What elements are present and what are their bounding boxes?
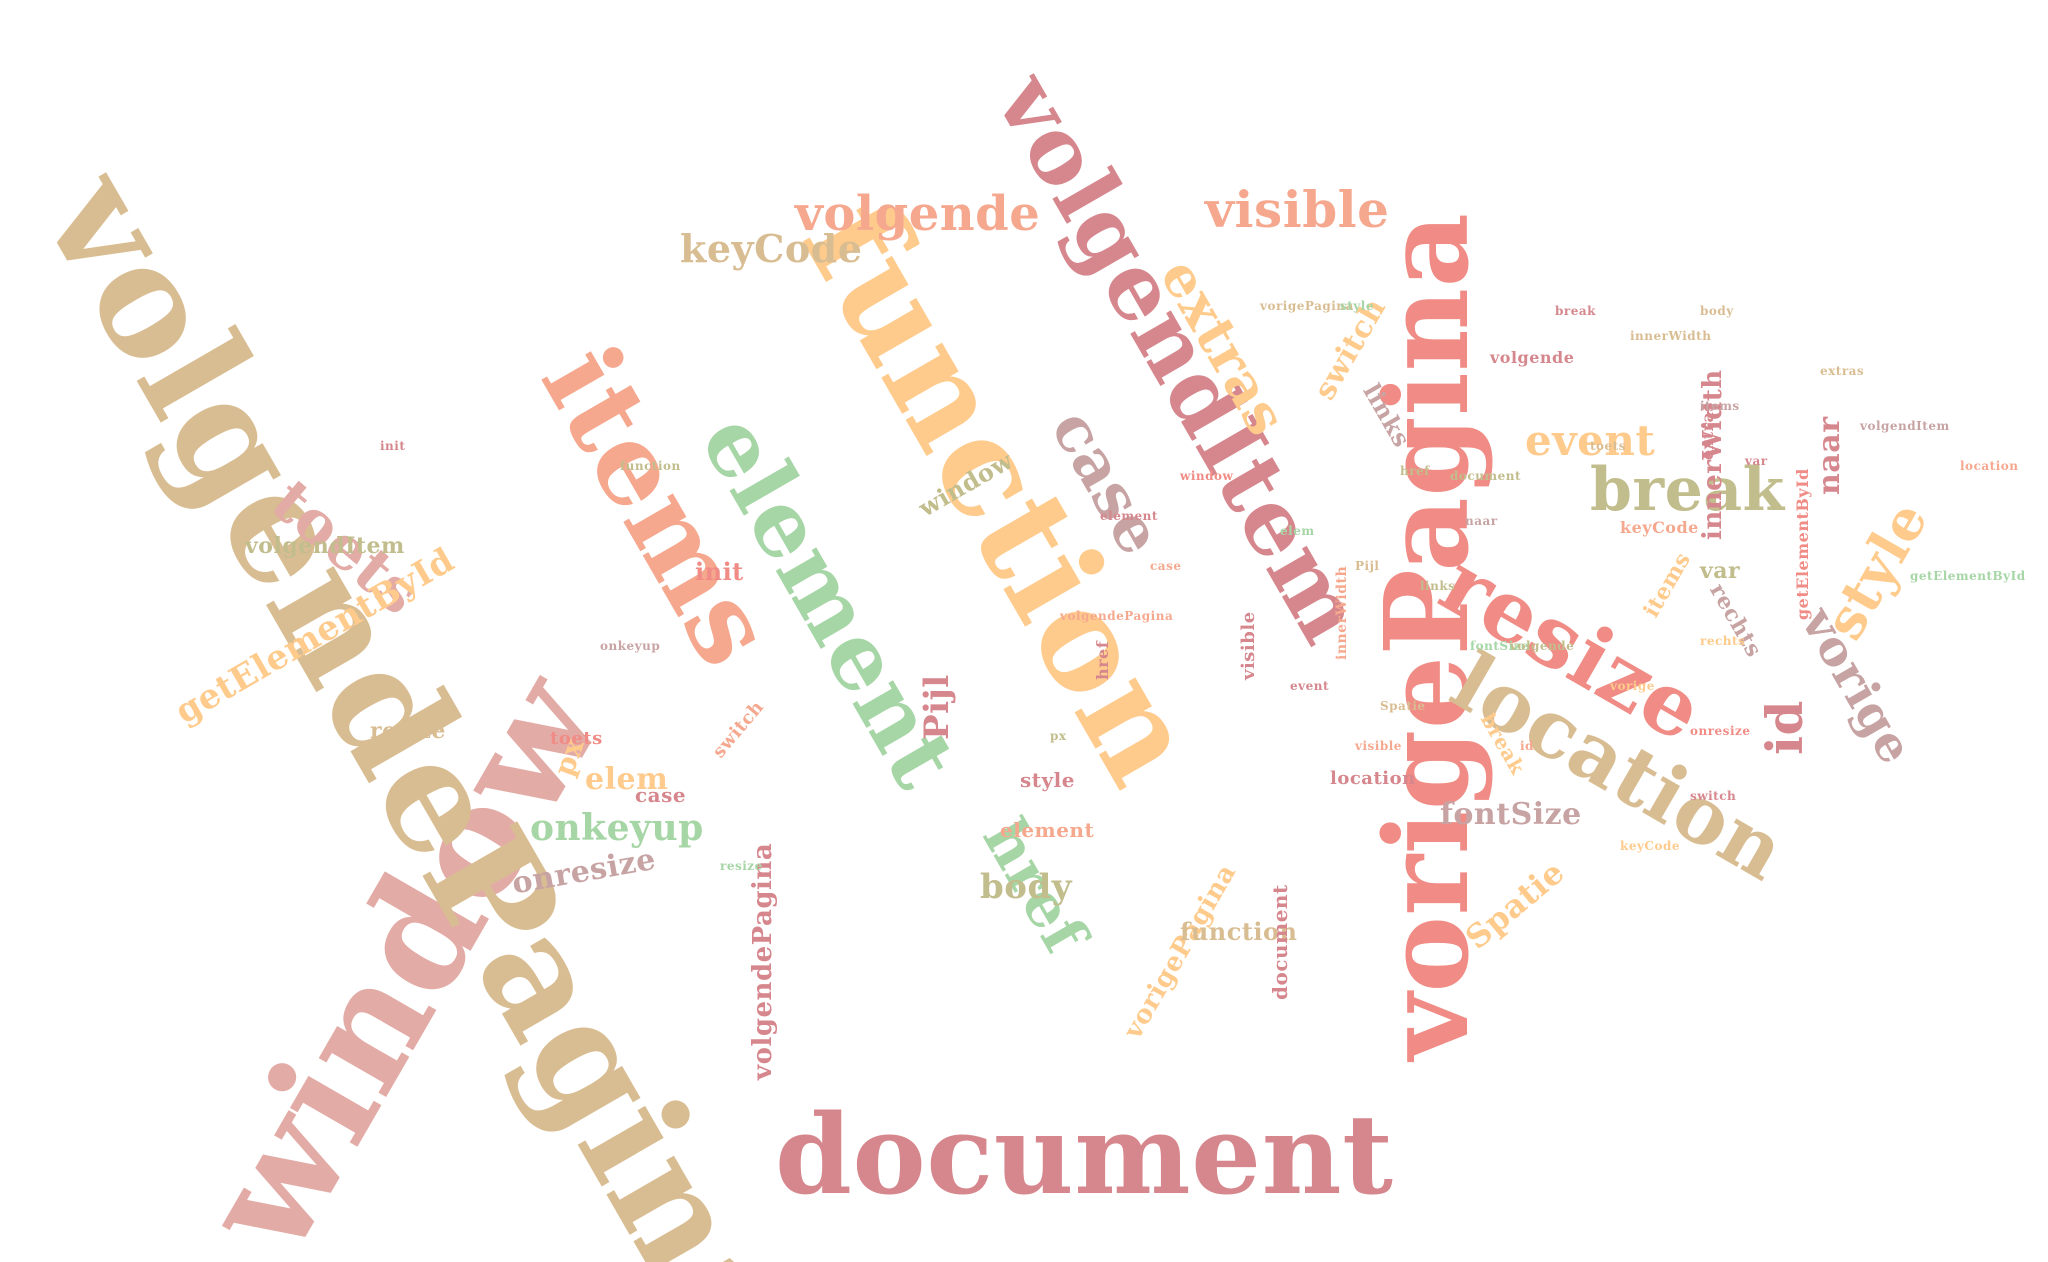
word-window: window	[1180, 469, 1234, 483]
word-keycode: keyCode	[1620, 518, 1699, 537]
word-vorigepagina: vorigePagina	[1118, 859, 1243, 1044]
word-resize: resize	[720, 859, 763, 873]
word-style: style	[1340, 299, 1374, 313]
word-element: element	[1100, 509, 1158, 523]
word-extras: extras	[1820, 364, 1865, 378]
word-items: items	[1638, 547, 1697, 622]
word-body: body	[1700, 304, 1734, 318]
word-keycode: keyCode	[680, 226, 863, 271]
word-switch: switch	[1690, 789, 1737, 803]
word-location: location	[1960, 459, 2019, 473]
word-var: var	[1700, 558, 1741, 584]
word-elem: elem	[585, 762, 669, 797]
word-toets: toets	[550, 728, 603, 749]
word-href: href	[1093, 640, 1112, 680]
word-visible: visible	[1355, 739, 1402, 753]
word-break: break	[1590, 455, 1785, 525]
word-case: case	[1150, 559, 1182, 573]
word-volgendepagina: volgendePagina	[1060, 609, 1174, 623]
word-onkeyup: onkeyup	[600, 639, 661, 653]
word-init: init	[380, 439, 406, 453]
word-links: links	[1420, 579, 1456, 593]
word-document: document	[1268, 884, 1292, 1000]
word-href: href	[1400, 464, 1430, 478]
word-pijl: Pijl	[917, 674, 957, 740]
word-document: document	[775, 1090, 1394, 1219]
word-elem: elem	[1280, 524, 1315, 538]
word-break: break	[1555, 304, 1596, 318]
word-volgenditem: volgendItem	[245, 533, 405, 559]
word-vorigepagina: vorigePagina	[1260, 299, 1354, 313]
word-resize: resize	[370, 718, 446, 744]
word-body: body	[980, 867, 1072, 907]
word-visible: visible	[1205, 180, 1390, 239]
word-style: style	[1020, 768, 1075, 792]
word-items: items	[1700, 399, 1740, 413]
word-case: case	[635, 783, 687, 807]
word-function: function	[620, 459, 681, 473]
word-volgendepagina: volgendePagina	[748, 842, 778, 1080]
word-innerwidth: innerWidth	[1334, 565, 1350, 660]
word-toets: toets	[1590, 439, 1626, 453]
word-function: function	[1180, 917, 1298, 946]
word-volgenditem: volgendItem	[1860, 419, 1950, 433]
word-switch: switch	[708, 696, 769, 763]
word-volgende: volgende	[795, 186, 1041, 242]
word-px: px	[1050, 729, 1067, 743]
word-onkeyup: onkeyup	[530, 807, 704, 849]
word-volgende: volgende	[1490, 348, 1575, 367]
word-event: event	[1290, 679, 1330, 693]
word-visible: visible	[1238, 611, 1259, 680]
word-innerwidth: innerWidth	[1630, 329, 1712, 343]
word-naar: naar	[1465, 514, 1498, 528]
word-fontsize: fontSize	[1470, 639, 1530, 653]
word-keycode: keyCode	[1620, 839, 1681, 853]
word-rechts: rechts	[1704, 579, 1767, 662]
word-var: var	[1745, 454, 1768, 468]
word-rechts: rechts	[1700, 634, 1746, 648]
word-fontsize: fontSize	[1440, 797, 1582, 832]
word-location: location	[1330, 768, 1416, 789]
word-pijl: Pijl	[1355, 559, 1380, 573]
word-spatie: Spatie	[1380, 699, 1426, 713]
word-volgende: volgende	[1510, 639, 1575, 653]
word-event: event	[1525, 416, 1656, 465]
word-id: id	[1520, 739, 1534, 753]
word-vorige: vorige	[1610, 679, 1655, 693]
word-naar: naar	[1812, 416, 1847, 496]
word-init: init	[695, 557, 744, 586]
word-id: id	[1755, 700, 1814, 755]
word-getelementbyid: getElementById	[1793, 468, 1812, 620]
word-getelementbyid: getElementById	[1910, 569, 2026, 583]
word-onresize: onresize	[1690, 724, 1751, 738]
word-document: document	[1450, 469, 1522, 483]
word-element: element	[1000, 818, 1095, 842]
